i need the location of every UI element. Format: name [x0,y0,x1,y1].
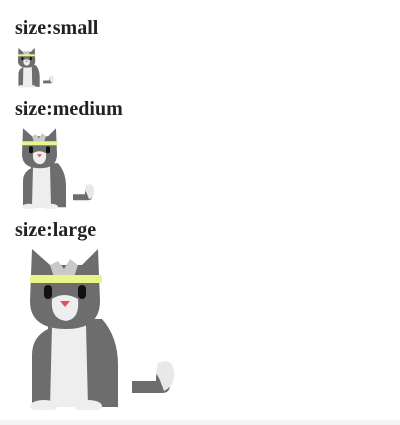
cat-icon [14,46,54,89]
size-large-label: size:large [15,219,97,241]
bottom-divider [0,420,400,425]
size-small-label: size:small [15,17,99,39]
size-medium-label: size:medium [15,98,123,120]
cat-icon [14,247,176,410]
cat-icon [14,127,95,209]
